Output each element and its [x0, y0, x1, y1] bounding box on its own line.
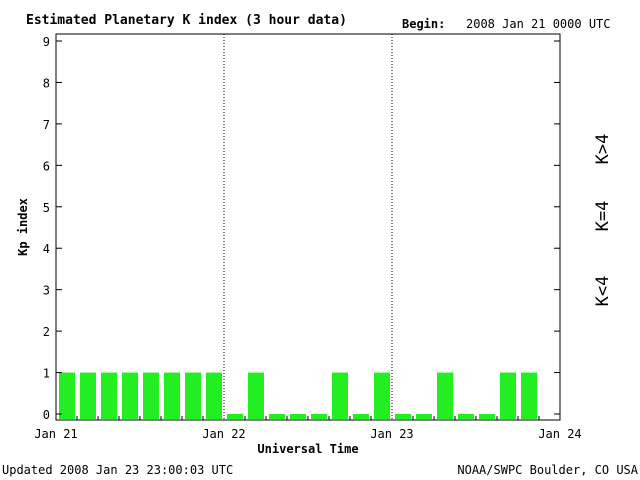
y-tick-label: 1 — [43, 367, 50, 381]
kp-bar — [59, 372, 75, 419]
y-tick-label: 0 — [43, 408, 50, 422]
kp-bar — [164, 372, 180, 419]
legend-k-greater-than-4: K>4 — [593, 134, 613, 165]
begin-label: Begin: — [402, 17, 445, 31]
legend-k-less-than-4: K<4 — [593, 276, 613, 307]
kp-bar — [353, 414, 369, 419]
y-axis: 0 1 2 3 4 5 6 7 8 9 — [43, 35, 560, 422]
kp-bar — [122, 372, 138, 419]
y-tick-label: 2 — [43, 325, 50, 339]
kp-bar — [290, 414, 306, 419]
x-tick-label: Jan 23 — [370, 427, 413, 441]
y-tick-label: 7 — [43, 118, 50, 132]
kp-bar — [206, 372, 222, 419]
y-tick-label: 4 — [43, 242, 50, 256]
kp-bar — [437, 372, 453, 419]
kp-bar — [143, 372, 159, 419]
x-axis: Jan 21 Jan 22 Jan 23 Jan 24 — [34, 416, 582, 441]
y-tick-label: 9 — [43, 35, 50, 49]
kp-bar — [101, 372, 117, 419]
x-tick-label: Jan 22 — [202, 427, 245, 441]
kp-bar — [332, 372, 348, 419]
plot-frame — [55, 33, 561, 421]
kp-bar — [416, 414, 432, 419]
day-separators — [223, 34, 393, 420]
kp-bar — [80, 372, 96, 419]
chart-title: Estimated Planetary K index (3 hour data… — [26, 13, 347, 28]
updated-timestamp: Updated 2008 Jan 23 23:00:03 UTC — [2, 463, 233, 477]
legend-k-equals-4: K=4 — [593, 201, 613, 232]
kp-bar — [227, 414, 243, 419]
bars-group — [59, 372, 537, 419]
x-tick-label: Jan 24 — [538, 427, 581, 441]
y-tick-label: 8 — [43, 76, 50, 90]
y-axis-title: Kp index — [16, 198, 30, 256]
x-tick-label: Jan 21 — [34, 427, 77, 441]
kp-bar — [269, 414, 285, 419]
kp-bar — [374, 372, 390, 419]
kp-bar — [311, 414, 327, 419]
begin-value: 2008 Jan 21 0000 UTC — [466, 17, 611, 31]
kp-bar — [500, 372, 516, 419]
kp-bar — [395, 414, 411, 419]
x-axis-title: Universal Time — [257, 442, 358, 456]
y-tick-label: 3 — [43, 284, 50, 298]
y-tick-label: 5 — [43, 201, 50, 215]
kp-bar — [185, 372, 201, 419]
kp-bar — [521, 372, 537, 419]
kp-bar — [479, 414, 495, 419]
kp-bar — [248, 372, 264, 419]
data-source: NOAA/SWPC Boulder, CO USA — [457, 463, 638, 477]
y-tick-label: 6 — [43, 159, 50, 173]
kp-bar — [458, 414, 474, 419]
